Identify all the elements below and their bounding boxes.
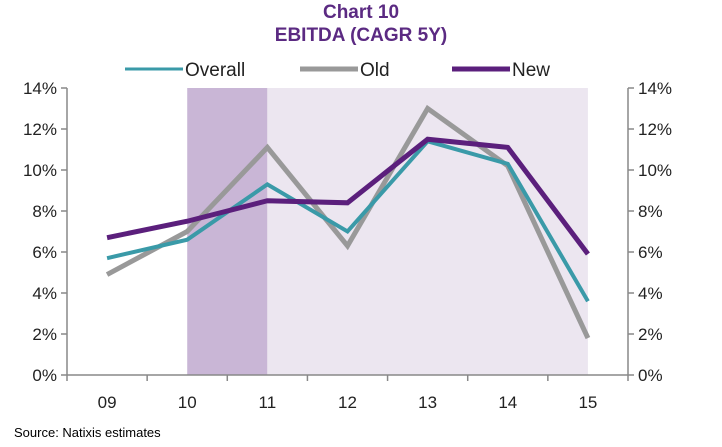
x-tick-label: 14 [498,393,517,412]
y-tick-label-left: 0% [32,366,57,385]
y-tick-label-left: 4% [32,284,57,303]
y-tick-label-right: 6% [638,243,663,262]
y-tick-label-right: 4% [638,284,663,303]
shaded-region-1 [267,88,588,375]
y-tick-label-left: 6% [32,243,57,262]
y-tick-label-left: 12% [23,120,57,139]
x-tick-label: 11 [259,393,277,412]
y-tick-label-left: 10% [23,161,57,180]
y-tick-label-right: 8% [638,202,663,221]
y-tick-label-left: 14% [23,79,57,98]
y-tick-label-right: 2% [638,325,663,344]
x-tick-label: 13 [418,393,437,412]
x-tick-label: 15 [578,393,597,412]
chart-title: Chart 10 [322,2,400,23]
legend-label-new: New [512,60,550,81]
x-tick-label: 09 [98,393,117,412]
legend-label-old: Old [360,60,390,81]
x-tick-label: 12 [338,393,357,412]
y-tick-label-right: 0% [638,366,663,385]
y-tick-label-right: 12% [638,120,672,139]
legend-label-overall: Overall [185,60,245,81]
chart-source: Source: Natixis estimates [14,425,161,440]
chart-plot: 0% 0% 2% 2% 4% 4% 6% 6% 8% 8% 10% 10% 12% 12% 14% 14% 09… [23,60,672,412]
y-tick-label-left: 2% [32,325,57,344]
y-tick-label-right: 14% [638,79,672,98]
y-tick-label-right: 10% [638,161,672,180]
x-tick-label: 10 [178,393,197,412]
chart-subtitle: EBITDA (CAGR 5Y) [274,25,448,46]
y-tick-label-left: 8% [32,202,57,221]
